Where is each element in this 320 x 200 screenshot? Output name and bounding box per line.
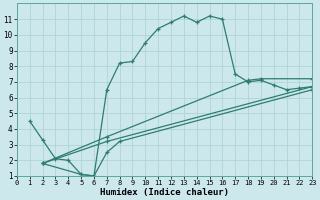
- X-axis label: Humidex (Indice chaleur): Humidex (Indice chaleur): [100, 188, 229, 197]
